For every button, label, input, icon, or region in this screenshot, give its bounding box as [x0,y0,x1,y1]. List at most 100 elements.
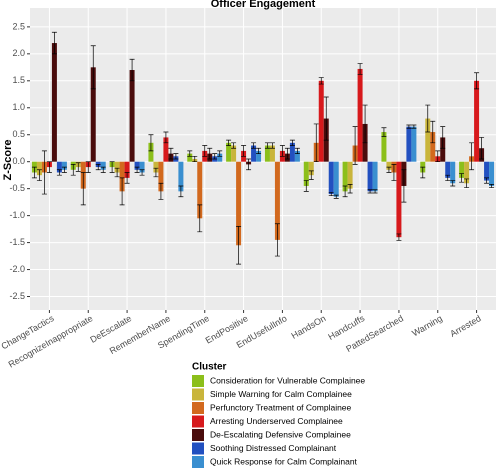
error-bar [251,142,257,149]
legend-swatch [192,402,204,414]
error-bar [342,185,348,198]
error-bar [31,166,37,179]
error-bar [367,189,373,194]
legend-swatch [192,415,204,428]
error-bar [56,169,62,176]
error-bar [139,169,145,176]
y-tick-label: -1.5 [9,237,25,247]
error-bar [411,124,417,129]
legend-swatch [192,456,204,468]
bar [328,161,334,195]
error-bar [289,139,295,146]
error-bar [109,161,115,173]
bar [153,161,159,173]
y-axis-label: Z-Score [2,140,14,181]
error-bar [489,183,495,188]
bar [372,161,378,192]
error-bar [406,124,412,129]
bar [114,161,120,173]
error-bar [36,169,42,181]
legend-label: De-Escalating Defensive Complainee [210,429,351,439]
error-bar [308,170,314,180]
bar [90,67,96,162]
bar [386,161,392,170]
error-bar [153,167,159,178]
bar [308,161,314,176]
bar [450,161,456,184]
error-bar [134,166,140,173]
bar [197,161,203,219]
error-bar [372,189,378,194]
error-bar [148,134,154,152]
bar [430,132,436,162]
bar [289,142,295,162]
error-bar [246,158,252,171]
error-bar [274,223,280,257]
error-bar [41,150,47,195]
error-bar [212,153,218,160]
error-bar [425,104,431,133]
legend-label: Quick Response for Calm Complainant [210,456,358,466]
y-tick-label: 2.5 [12,21,25,31]
error-bar [226,139,232,146]
error-bar [347,183,353,194]
bar [396,161,402,238]
bar [274,161,280,240]
error-bar [95,164,101,171]
bar [367,161,373,192]
error-bar [241,145,247,157]
bar [474,80,480,162]
bar [231,145,237,162]
bar [445,161,451,178]
legend-label: Consideration for Vulnerable Complainee [210,375,365,385]
error-bar [464,178,470,188]
y-tick-label: -2.5 [9,291,25,301]
error-bar [256,147,262,154]
bar [163,137,169,162]
bar [226,142,232,162]
bar [124,161,130,178]
error-bar [484,177,490,184]
bar [56,161,62,173]
panel [30,8,496,310]
bar [406,126,412,162]
bar [440,137,446,162]
error-bar [445,174,451,181]
bar [61,161,67,170]
bar [139,161,145,173]
error-bar [173,153,179,160]
legend-swatch [192,375,204,387]
error-bar [187,150,193,157]
chart-title: Officer Engagement [211,0,316,10]
bar [484,161,490,181]
error-bar [435,150,441,163]
bar [251,145,257,162]
error-bar [284,147,290,160]
legend-swatch [192,429,204,441]
bar [381,132,387,162]
bar [134,161,140,170]
bar [264,145,270,162]
error-bar [469,142,475,171]
error-bar [119,177,125,206]
error-bar [440,126,446,149]
error-bar [352,126,358,165]
error-bar [479,137,485,160]
bar [357,68,363,162]
error-bar [303,180,309,192]
error-bar [80,172,86,206]
legend-label: Simple Warning for Calm Complainee [210,389,352,399]
bar [318,80,324,162]
bar [256,150,262,162]
error-bar [420,166,426,179]
bar [347,161,353,189]
error-bar [269,142,275,149]
error-bar [264,142,270,149]
error-bar [163,131,169,144]
y-tick-label: 1.0 [12,102,25,112]
error-bar [61,166,67,173]
bar [294,150,300,162]
error-bar [192,155,198,163]
bar [411,126,417,162]
